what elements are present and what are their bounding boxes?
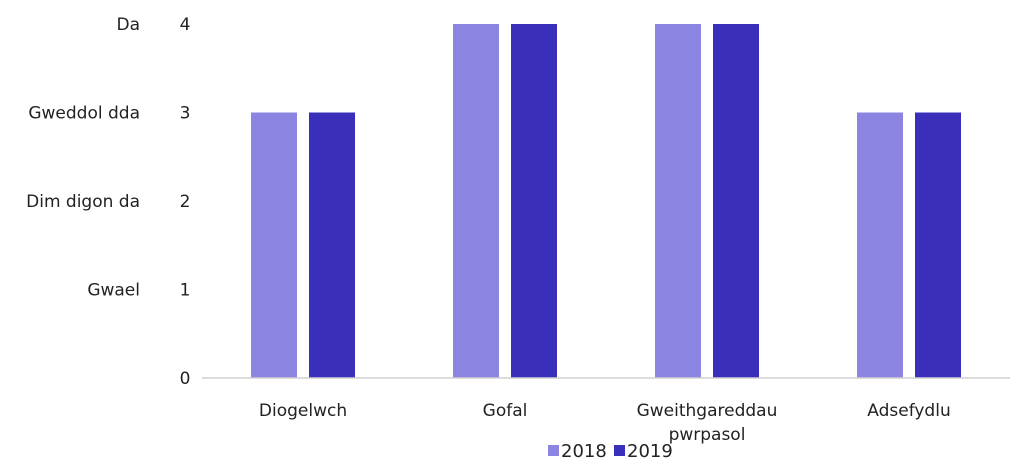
legend: 2018 2019 bbox=[548, 441, 673, 462]
bar-2018-0 bbox=[251, 112, 297, 378]
bar-2018-3 bbox=[857, 112, 903, 378]
legend-label: 2018 bbox=[561, 441, 607, 462]
y-tick-label: 2 bbox=[180, 192, 191, 212]
bar-2019-1 bbox=[511, 24, 557, 378]
bar-2018-2 bbox=[655, 24, 701, 378]
x-category-label: Adsefydlu bbox=[867, 401, 950, 421]
y-rating-label: Gwael bbox=[87, 281, 140, 301]
y-tick-label: 0 bbox=[180, 369, 191, 389]
bar-2019-3 bbox=[915, 112, 961, 378]
y-rating-label: Da bbox=[116, 15, 140, 35]
legend-swatch-2019 bbox=[614, 445, 625, 456]
y-tick-label: 3 bbox=[180, 104, 191, 124]
x-axis-labels: Diogelwch Gofal Gweithgareddau pwrpasol Adse… bbox=[259, 401, 951, 445]
bar-2018-1 bbox=[453, 24, 499, 378]
y-rating-label: Gweddol dda bbox=[28, 104, 140, 124]
legend-label: 2019 bbox=[627, 441, 673, 462]
bar-2019-0 bbox=[309, 112, 355, 378]
y-rating-label: Dim digon da bbox=[26, 192, 140, 212]
y-tick-label: 4 bbox=[180, 15, 191, 35]
x-category-label: Diogelwch bbox=[259, 401, 347, 421]
x-category-label: Gofal bbox=[483, 401, 528, 421]
legend-swatch-2018 bbox=[548, 445, 559, 456]
bar-2019-2 bbox=[713, 24, 759, 378]
y-tick-label: 1 bbox=[180, 281, 191, 301]
y-axis-labels: 0 1 Gwael 2 Dim digon da 3 Gweddol dda 4 Da bbox=[26, 15, 190, 389]
bars bbox=[251, 24, 961, 378]
x-category-label: Gweithgareddau pwrpasol bbox=[637, 401, 778, 445]
